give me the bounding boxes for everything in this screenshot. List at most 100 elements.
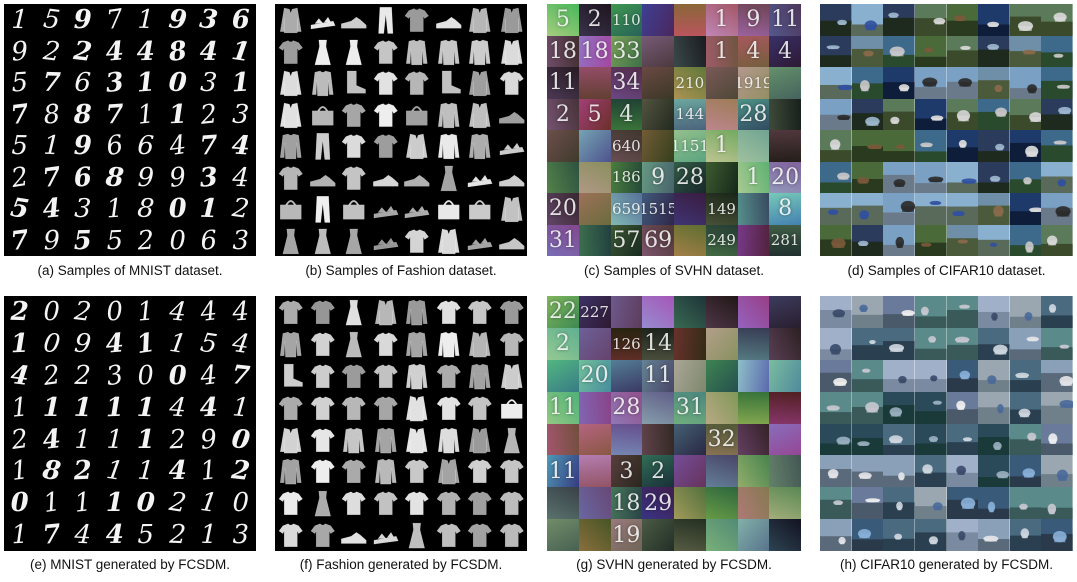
garment-image [401, 392, 433, 424]
garment-image [275, 162, 307, 194]
digit-cell: 0 [229, 423, 252, 456]
svhn-real-grid: 5 2 110 1 9 11 18 18 33 1 4 4 11 34 210 1919 2 5 4 144 28 640… [547, 4, 801, 256]
house-number-text: 1515 [642, 199, 674, 218]
svhn-generated-panel: 22 227 2 126 14 20 11 11 28 31 32 11 3 2 18 29 19 [547, 296, 801, 551]
house-number-image [642, 519, 674, 551]
fashion-generated-grid [275, 296, 527, 551]
garment-image [464, 392, 496, 424]
garment-image [275, 130, 307, 162]
digit-cell: 4 [199, 392, 219, 423]
garment-image [370, 455, 402, 487]
garment-image [307, 360, 339, 392]
garment-image [275, 4, 307, 36]
digit-cell: 8 [136, 193, 156, 225]
cifar-real-grid [820, 4, 1073, 256]
house-number-image: 22 [547, 296, 579, 328]
garment-image [433, 519, 465, 551]
garment-image [433, 424, 465, 456]
cifar-image [1041, 519, 1073, 551]
digit-cell: 2 [72, 296, 93, 328]
cifar-image [946, 296, 979, 328]
house-number-image [578, 327, 611, 360]
house-number-image: 34 [610, 67, 643, 99]
digit-cell: 6 [199, 224, 219, 256]
house-number-image [674, 224, 706, 256]
digit-cell: 1 [10, 328, 30, 360]
cifar-image [820, 487, 852, 520]
digit-cell: 1 [73, 392, 93, 423]
house-number-image [737, 359, 770, 392]
house-number-text: 69 [644, 227, 673, 253]
house-number-image: 1151 [674, 130, 706, 162]
digit-cell: 1 [137, 4, 155, 35]
cifar-image [1041, 161, 1073, 193]
garment-image [275, 193, 307, 225]
house-number-image [642, 4, 674, 36]
house-number-image: 9 [737, 4, 770, 36]
cifar-image [851, 130, 884, 162]
svhn-real-panel: 5 2 110 1 9 11 18 18 33 1 4 4 11 34 210 1919 2 5 4 144 28 640… [547, 4, 801, 256]
cifar-image [978, 455, 1010, 488]
garment-image [401, 162, 433, 194]
house-number-text: 5 [555, 7, 570, 33]
digit-cell: 3 [103, 359, 125, 392]
garment-image [464, 424, 496, 456]
cifar-image [883, 487, 915, 520]
digit-cell: 3 [103, 66, 125, 99]
garment-image [307, 424, 339, 456]
cifar-image [914, 391, 947, 424]
cifar-image [1009, 487, 1042, 520]
digit-cell: 1 [136, 98, 156, 131]
digit-cell: 3 [231, 225, 249, 256]
digit-cell: 1 [199, 193, 219, 225]
house-number-image: 659 [610, 193, 643, 225]
house-number-text: 1919 [737, 73, 770, 92]
cifar-image [1009, 455, 1042, 488]
caption-h: (h) CIFAR10 generated by FCSDM. [839, 557, 1054, 572]
garment-image [401, 130, 433, 162]
garment-image [370, 193, 402, 225]
digit-cell: 7 [41, 67, 61, 99]
digit-cell: 8 [41, 98, 61, 130]
digit-cell: 4 [167, 392, 187, 424]
house-number-image [769, 423, 801, 456]
house-number-image [547, 359, 579, 392]
house-number-image: 144 [674, 98, 706, 130]
digit-cell: 4 [167, 296, 187, 328]
digit-cell: 2 [198, 98, 219, 131]
digit-cell: 0 [10, 487, 30, 519]
house-number-image [705, 519, 738, 551]
caption-b: (b) Samples of Fashion dataset. [305, 263, 497, 278]
cifar-image [883, 130, 915, 162]
house-number-image: 31 [674, 391, 706, 424]
garment-image [307, 4, 339, 36]
house-number-image [769, 67, 801, 99]
house-number-image: 3 [610, 455, 643, 488]
digit-cell: 0 [167, 360, 187, 391]
cifar-image [820, 4, 852, 36]
house-number-image: 1 [705, 130, 738, 162]
cifar-image [1041, 391, 1073, 424]
digit-cell: 1 [103, 455, 125, 488]
garment-image [401, 519, 433, 551]
house-number-image [769, 327, 801, 360]
house-number-text: 144 [675, 105, 705, 124]
garment-image [496, 130, 528, 162]
garment-image [464, 519, 496, 551]
cifar-image [946, 487, 979, 520]
garment-image [338, 36, 370, 68]
digit-cell: 2 [10, 296, 30, 328]
digit-cell: 8 [104, 161, 125, 193]
garment-image [401, 193, 433, 225]
garment-image [401, 487, 433, 519]
house-number-image [642, 98, 674, 130]
house-number-text: 11 [548, 395, 577, 421]
cifar-image [914, 224, 947, 256]
house-number-text: 281 [770, 231, 800, 250]
garment-image [338, 424, 370, 456]
garment-image [338, 99, 370, 131]
garment-image [496, 519, 528, 551]
cifar-image [946, 161, 979, 193]
cifar-image [946, 224, 979, 256]
